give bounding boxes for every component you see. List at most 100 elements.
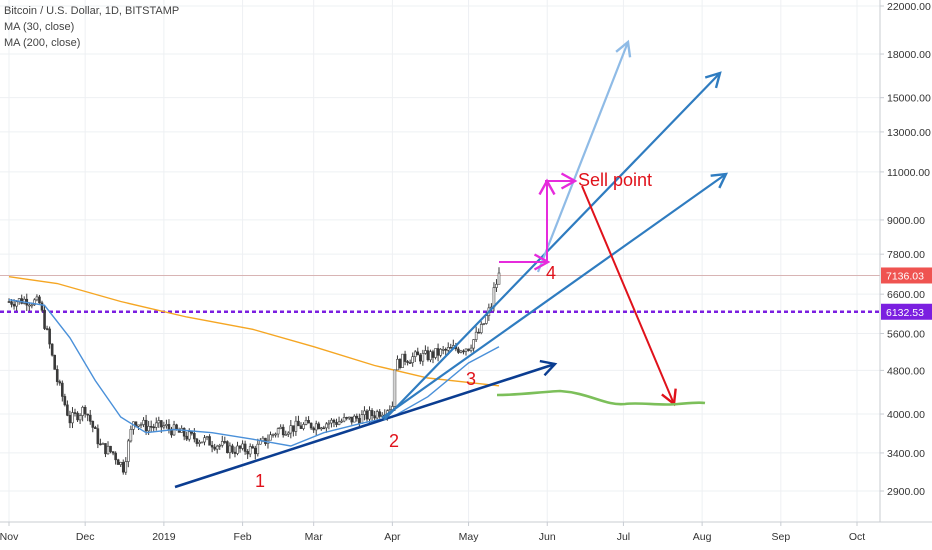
candle-up xyxy=(137,424,140,427)
candle-up xyxy=(497,272,501,285)
ma200-path xyxy=(8,276,500,387)
candle-up xyxy=(314,423,318,431)
candle-down xyxy=(152,426,156,429)
candle-up xyxy=(474,331,478,340)
candle-up xyxy=(289,425,293,434)
candle-up xyxy=(106,445,110,455)
candle-down xyxy=(40,302,44,311)
price-axis[interactable]: 22000.00 18000.00 15000.00 13000.00 11000.00… xyxy=(879,0,932,522)
symbol-title[interactable]: Bitcoin / U.S. Dollar, 1D, BITSTAMP xyxy=(4,5,180,17)
candle-down xyxy=(88,414,92,422)
trend-drawings: 1 2 3 4 Sell point xyxy=(174,39,729,491)
candle-up xyxy=(78,415,82,421)
candle-down xyxy=(210,444,214,448)
candle-down xyxy=(61,382,64,397)
candle-up xyxy=(15,301,18,307)
candle-up xyxy=(165,424,168,426)
candle-down xyxy=(45,328,49,330)
candle-up xyxy=(368,410,371,420)
candle-up xyxy=(274,433,277,436)
candle-up xyxy=(411,356,414,363)
candle-up xyxy=(203,437,206,443)
candle-down xyxy=(345,417,348,419)
wave-label-3: 3 xyxy=(466,369,476,389)
candle-down xyxy=(116,459,120,465)
candle-up xyxy=(495,283,498,288)
wave-label-2: 2 xyxy=(389,431,399,451)
candle-down xyxy=(253,447,257,455)
candle-up xyxy=(424,350,427,354)
candle-up xyxy=(139,424,143,426)
time-tick-label: Nov xyxy=(0,531,19,543)
candle-down xyxy=(43,309,46,329)
candle-down xyxy=(76,412,79,421)
candle-down xyxy=(111,451,115,454)
candle-down xyxy=(121,462,125,473)
candle-down xyxy=(195,438,199,444)
candle-up xyxy=(429,351,432,361)
candle-up xyxy=(154,422,158,428)
candle-down xyxy=(378,411,381,417)
chart-legend: Bitcoin / U.S. Dollar, 1D, BITSTAMP MA (… xyxy=(4,3,179,51)
candle-up xyxy=(446,347,450,351)
candle-up xyxy=(286,432,290,435)
candle-down xyxy=(66,404,69,416)
projection-curve xyxy=(496,389,706,406)
candle-down xyxy=(94,427,97,429)
time-tick-label: Jul xyxy=(617,531,630,543)
support-level-label: 6132.53 xyxy=(886,307,924,319)
candle-up xyxy=(119,462,123,465)
candle-down xyxy=(55,369,59,382)
candle-down xyxy=(358,418,361,424)
candle-down xyxy=(10,301,13,305)
candle-down xyxy=(149,426,153,428)
candle-down xyxy=(431,351,435,358)
candle-down xyxy=(467,348,470,351)
candle-down xyxy=(86,413,90,416)
candle-down xyxy=(233,451,237,454)
candle-up xyxy=(256,443,260,455)
candle-down xyxy=(243,443,247,452)
candle-down xyxy=(436,348,440,356)
time-tick-label: Sep xyxy=(771,531,790,543)
support-level-badge xyxy=(881,303,932,320)
candle-down xyxy=(231,445,234,453)
price-tick-label: 6600.00 xyxy=(887,289,925,301)
candle-down xyxy=(332,419,336,423)
candle-down xyxy=(449,347,453,349)
candle-down xyxy=(160,420,163,428)
price-tick-label: 3400.00 xyxy=(887,448,925,460)
candle-up xyxy=(342,417,346,422)
candle-up xyxy=(469,347,473,351)
price-tick-label: 13000.00 xyxy=(887,127,931,139)
candle-up xyxy=(327,422,331,425)
time-axis[interactable]: Nov Dec 2019 Feb Mar Apr May Jun Jul Aug Sep Oct xyxy=(0,521,932,543)
time-tick-label: 2019 xyxy=(152,531,176,543)
ma200-legend[interactable]: MA (200, close) xyxy=(4,37,81,49)
candle-down xyxy=(408,362,412,364)
candle-up xyxy=(33,299,36,306)
candle-down xyxy=(462,350,465,353)
candle-up xyxy=(363,410,366,415)
candle-up xyxy=(360,414,364,424)
ma30-legend[interactable]: MA (30, close) xyxy=(4,21,75,33)
candle-down xyxy=(297,420,300,427)
candle-down xyxy=(48,328,51,345)
price-tick-label: 9000.00 xyxy=(887,215,925,227)
candle-up xyxy=(28,304,31,307)
candle-up xyxy=(464,348,468,352)
candle-down xyxy=(398,358,402,368)
candle-down xyxy=(416,351,420,356)
candle-down xyxy=(317,423,321,430)
price-tick-label: 5600.00 xyxy=(887,328,925,340)
trendline-light-arrow xyxy=(536,39,632,273)
candle-up xyxy=(388,409,392,412)
candle-down xyxy=(193,433,196,440)
candle-down xyxy=(83,406,87,415)
candle-up xyxy=(124,461,128,473)
candle-down xyxy=(38,296,41,304)
candle-down xyxy=(109,445,112,452)
candle-up xyxy=(218,444,222,447)
candle-up xyxy=(375,411,379,419)
